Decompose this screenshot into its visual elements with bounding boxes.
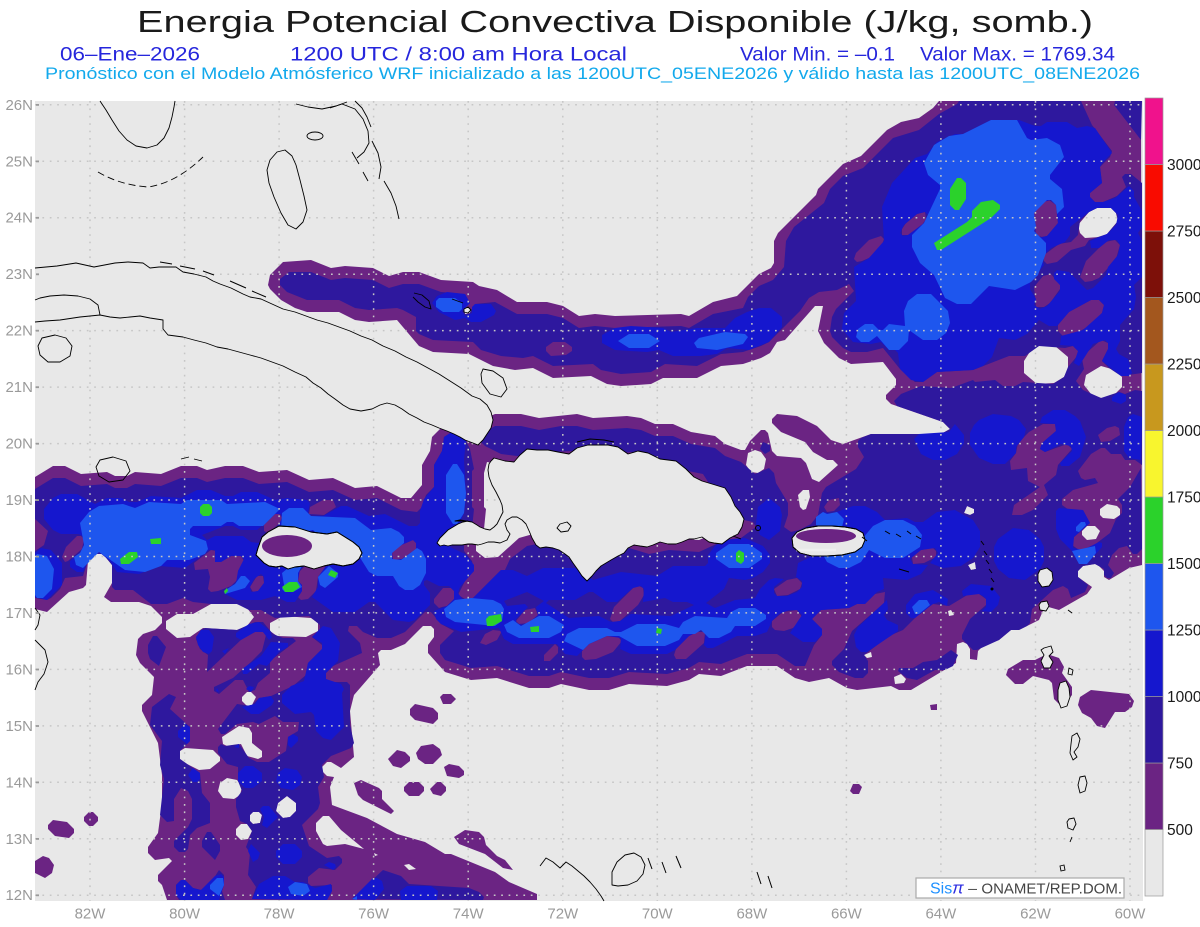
svg-text:82W: 82W [75,906,107,923]
svg-text:70W: 70W [642,906,674,923]
svg-text:20N: 20N [5,436,33,453]
svg-text:2000: 2000 [1167,423,1200,440]
svg-text:66W: 66W [831,906,863,923]
svg-text:25N: 25N [5,153,33,170]
svg-text:Valor Max. = 1769.34: Valor Max. = 1769.34 [920,44,1115,66]
svg-text:3000: 3000 [1167,157,1200,174]
svg-text:1000: 1000 [1167,689,1200,706]
svg-text:500: 500 [1167,822,1193,839]
svg-text:06–Ene–2026: 06–Ene–2026 [60,44,200,66]
svg-text:13N: 13N [5,831,33,848]
svg-text:74W: 74W [453,906,485,923]
svg-text:76W: 76W [358,906,390,923]
svg-text:68W: 68W [736,906,768,923]
svg-text:72W: 72W [547,906,579,923]
svg-text:22N: 22N [5,323,33,340]
svg-text:750: 750 [1167,756,1193,773]
svg-text:1500: 1500 [1167,556,1200,573]
svg-text:64W: 64W [925,906,957,923]
svg-text:18N: 18N [5,549,33,566]
svg-text:Energia Potencial Convectiva D: Energia Potencial Convectiva Disponible … [137,4,1093,39]
svg-text:1200 UTC / 8:00 am Hora Local: 1200 UTC / 8:00 am Hora Local [290,44,627,66]
svg-text:1750: 1750 [1167,490,1200,507]
svg-text:Sisπ – ONAMET/REP.DOM.: Sisπ – ONAMET/REP.DOM. [930,879,1122,898]
svg-text:78W: 78W [264,906,296,923]
svg-text:19N: 19N [5,492,33,509]
svg-text:12N: 12N [5,887,33,904]
svg-text:21N: 21N [5,379,33,396]
svg-text:80W: 80W [169,906,201,923]
svg-text:15N: 15N [5,718,33,735]
svg-text:Pronóstico con el Modelo Atmós: Pronóstico con el Modelo Atmósferico WRF… [45,64,1140,83]
svg-text:2500: 2500 [1167,290,1200,307]
svg-text:24N: 24N [5,210,33,227]
svg-text:26N: 26N [5,97,33,114]
svg-text:60W: 60W [1115,906,1147,923]
svg-text:62W: 62W [1020,906,1052,923]
svg-text:16N: 16N [5,661,33,678]
svg-text:17N: 17N [5,605,33,622]
svg-text:2250: 2250 [1167,357,1200,374]
svg-text:2750: 2750 [1167,224,1200,241]
svg-text:23N: 23N [5,266,33,283]
svg-text:14N: 14N [5,774,33,791]
svg-text:Valor Min. = –0.1: Valor Min. = –0.1 [740,44,895,66]
svg-text:1250: 1250 [1167,623,1200,640]
